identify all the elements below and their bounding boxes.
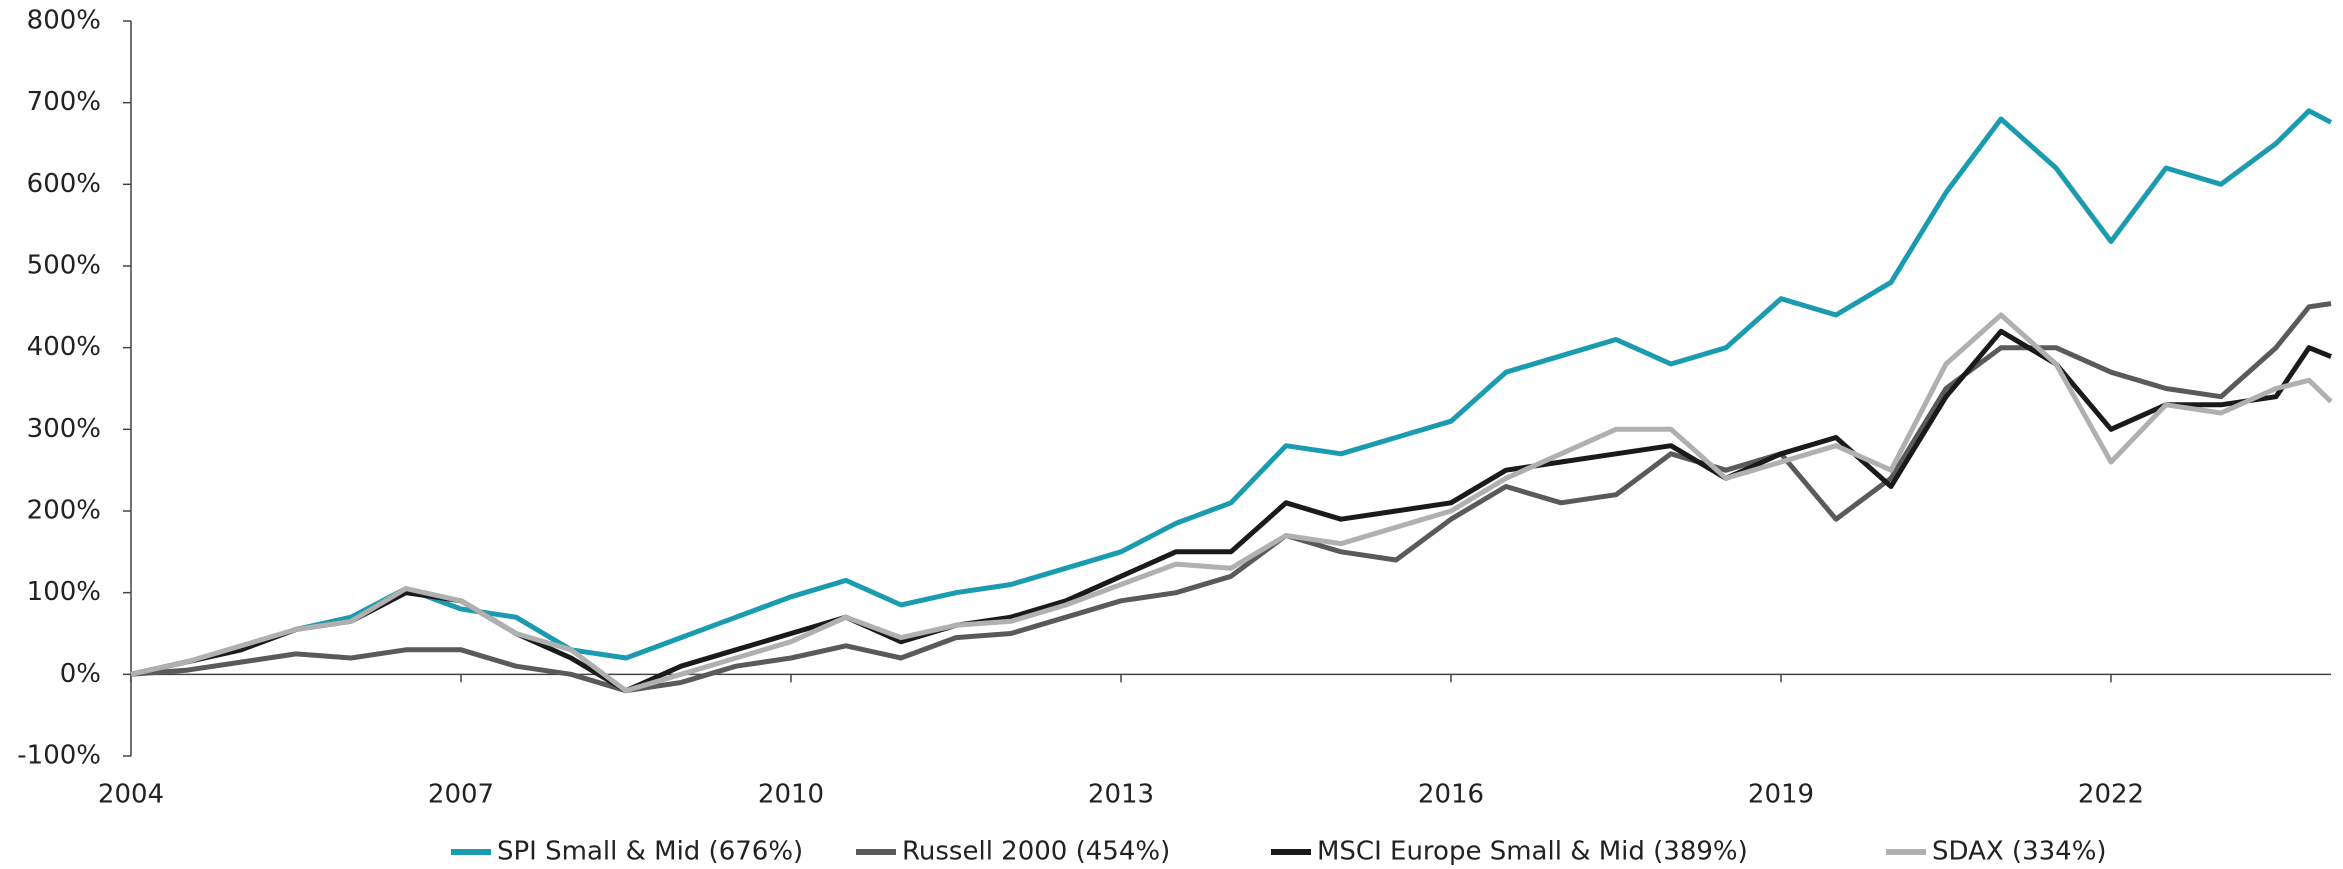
legend-label: Russell 2000 (454%) — [902, 837, 1170, 867]
x-tick-label: 2019 — [1748, 780, 1814, 810]
x-tick-label: 2022 — [2078, 780, 2144, 810]
series-line — [130, 328, 2332, 694]
series-line — [130, 301, 2332, 694]
x-tick-label: 2016 — [1418, 780, 1484, 810]
y-tick-label: 500% — [27, 251, 101, 281]
y-tick-label: 400% — [27, 332, 101, 362]
legend-label: MSCI Europe Small & Mid (389%) — [1317, 837, 1748, 867]
x-tick-label: 2010 — [758, 780, 824, 810]
y-tick-label: 600% — [27, 169, 101, 199]
x-tick-label: 2004 — [98, 780, 164, 810]
y-tick-label: 800% — [27, 6, 101, 36]
y-tick-label: 0% — [60, 659, 101, 689]
legend-label: SDAX (334%) — [1932, 837, 2107, 867]
y-tick-label: 700% — [27, 87, 101, 117]
y-tick-label: -100% — [17, 741, 101, 771]
series-line — [130, 312, 2333, 694]
x-tick-label: 2007 — [428, 780, 494, 810]
x-tick-label: 2013 — [1088, 780, 1154, 810]
y-tick-label: 200% — [27, 496, 101, 526]
series-line — [130, 108, 2333, 677]
y-tick-label: 300% — [27, 414, 101, 444]
y-tick-label: 100% — [27, 577, 101, 607]
legend-label: SPI Small & Mid (676%) — [497, 837, 803, 867]
